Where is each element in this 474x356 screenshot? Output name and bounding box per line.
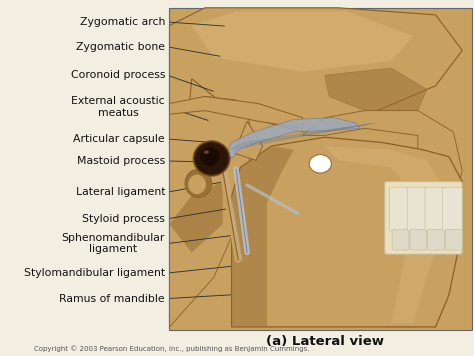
Polygon shape bbox=[170, 182, 223, 252]
Text: External acoustic
meatus: External acoustic meatus bbox=[72, 96, 165, 118]
Text: Lateral ligament: Lateral ligament bbox=[75, 187, 165, 197]
Polygon shape bbox=[227, 118, 360, 160]
Ellipse shape bbox=[185, 169, 211, 198]
Ellipse shape bbox=[200, 147, 219, 166]
Text: Articular capsule: Articular capsule bbox=[73, 134, 165, 144]
FancyBboxPatch shape bbox=[384, 182, 462, 254]
Polygon shape bbox=[170, 96, 302, 129]
Text: Styloid process: Styloid process bbox=[82, 214, 165, 224]
Ellipse shape bbox=[204, 150, 209, 154]
FancyBboxPatch shape bbox=[428, 229, 445, 250]
FancyBboxPatch shape bbox=[410, 229, 427, 250]
Text: Zygomatic bone: Zygomatic bone bbox=[76, 42, 165, 52]
Text: Coronoid process: Coronoid process bbox=[71, 70, 165, 80]
Ellipse shape bbox=[188, 175, 206, 194]
Polygon shape bbox=[232, 146, 294, 327]
Text: (a) Lateral view: (a) Lateral view bbox=[266, 335, 384, 347]
Text: Mastoid process: Mastoid process bbox=[77, 156, 165, 166]
Polygon shape bbox=[302, 111, 462, 224]
Polygon shape bbox=[325, 68, 427, 111]
FancyBboxPatch shape bbox=[446, 229, 462, 250]
Polygon shape bbox=[191, 11, 413, 72]
Polygon shape bbox=[232, 137, 462, 327]
Text: Stylomandibular ligament: Stylomandibular ligament bbox=[24, 268, 165, 278]
Ellipse shape bbox=[194, 141, 229, 176]
FancyBboxPatch shape bbox=[170, 8, 473, 330]
FancyBboxPatch shape bbox=[392, 229, 409, 250]
FancyBboxPatch shape bbox=[443, 187, 462, 231]
Polygon shape bbox=[170, 8, 462, 327]
Polygon shape bbox=[234, 121, 263, 160]
Text: Sphenomandibular
ligament: Sphenomandibular ligament bbox=[62, 233, 165, 255]
FancyBboxPatch shape bbox=[390, 187, 409, 231]
Polygon shape bbox=[325, 146, 445, 323]
Text: Copyright © 2003 Pearson Education, Inc., publishing as Benjamin Cummings.: Copyright © 2003 Pearson Education, Inc.… bbox=[34, 346, 310, 352]
Text: Zygomatic arch: Zygomatic arch bbox=[80, 17, 165, 27]
Text: Ramus of mandible: Ramus of mandible bbox=[59, 294, 165, 304]
FancyBboxPatch shape bbox=[407, 187, 427, 231]
Polygon shape bbox=[170, 96, 249, 327]
Ellipse shape bbox=[309, 155, 331, 173]
FancyBboxPatch shape bbox=[425, 187, 445, 231]
